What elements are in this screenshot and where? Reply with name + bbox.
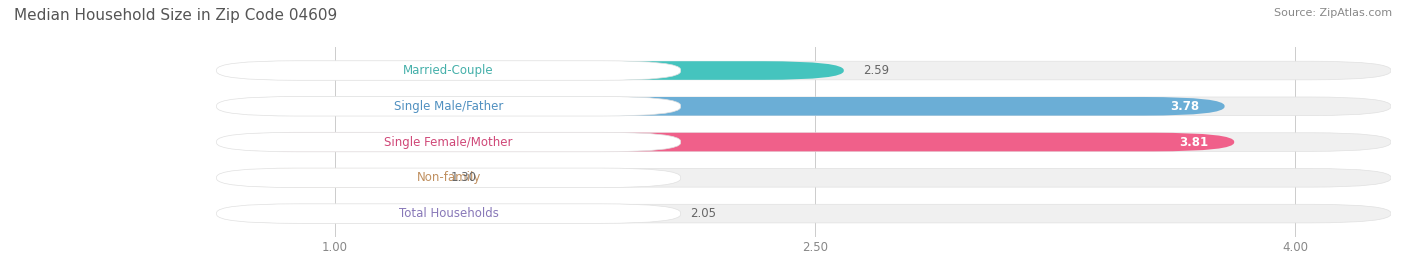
- FancyBboxPatch shape: [217, 61, 681, 80]
- Text: 1.30: 1.30: [450, 171, 477, 184]
- FancyBboxPatch shape: [217, 204, 681, 223]
- Text: Single Female/Mother: Single Female/Mother: [384, 136, 513, 148]
- Text: Non-family: Non-family: [416, 171, 481, 184]
- Text: Married-Couple: Married-Couple: [404, 64, 494, 77]
- Text: Source: ZipAtlas.com: Source: ZipAtlas.com: [1274, 8, 1392, 18]
- FancyBboxPatch shape: [224, 133, 1391, 151]
- FancyBboxPatch shape: [224, 61, 844, 80]
- FancyBboxPatch shape: [224, 168, 1391, 187]
- FancyBboxPatch shape: [224, 204, 1391, 223]
- Text: Total Households: Total Households: [399, 207, 499, 220]
- Text: 3.81: 3.81: [1180, 136, 1209, 148]
- FancyBboxPatch shape: [217, 168, 681, 187]
- Text: 3.78: 3.78: [1170, 100, 1199, 113]
- Text: 2.05: 2.05: [690, 207, 716, 220]
- FancyBboxPatch shape: [217, 132, 681, 152]
- Text: 2.59: 2.59: [863, 64, 889, 77]
- FancyBboxPatch shape: [217, 97, 681, 116]
- FancyBboxPatch shape: [224, 61, 1391, 80]
- FancyBboxPatch shape: [224, 97, 1391, 116]
- Text: Single Male/Father: Single Male/Father: [394, 100, 503, 113]
- FancyBboxPatch shape: [224, 97, 1225, 116]
- FancyBboxPatch shape: [224, 133, 1234, 151]
- Text: Median Household Size in Zip Code 04609: Median Household Size in Zip Code 04609: [14, 8, 337, 23]
- FancyBboxPatch shape: [224, 168, 432, 187]
- FancyBboxPatch shape: [224, 204, 671, 223]
